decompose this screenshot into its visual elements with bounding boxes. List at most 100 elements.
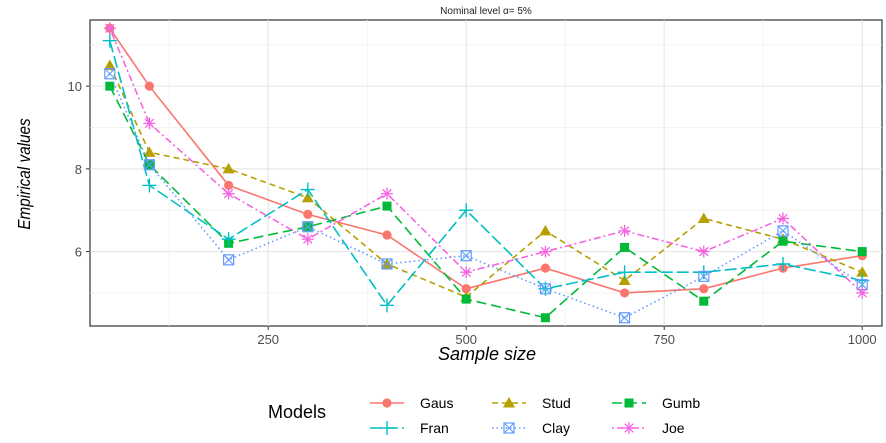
marker-shape: [382, 188, 392, 199]
legend-item-joe: Joe: [612, 420, 685, 436]
legend-item-gumb: Gumb: [612, 395, 700, 411]
y-tick-label: 10: [68, 79, 82, 94]
point-gumb: [382, 201, 392, 211]
point-joe: [381, 187, 393, 200]
marker-shape: [624, 398, 634, 408]
legend-label: Stud: [542, 395, 571, 411]
point-clay: [223, 254, 235, 266]
marker-shape: [698, 270, 710, 282]
legend-label: Gaus: [420, 395, 453, 411]
point-gumb: [857, 247, 867, 257]
x-tick-label: 750: [653, 332, 675, 347]
marker-shape: [105, 81, 115, 91]
legend-items: Gaus Stud Gumb Fran Clay Joe: [370, 395, 700, 436]
legend-label: Joe: [662, 420, 685, 436]
marker-shape: [857, 288, 867, 298]
point-joe: [143, 117, 156, 130]
x-tick-label: 500: [455, 332, 477, 347]
marker-shape: [503, 397, 515, 408]
marker-shape: [382, 398, 392, 408]
marker-shape: [778, 213, 788, 224]
point-joe: [222, 187, 235, 200]
legend-title: Models: [268, 402, 326, 422]
legend-label: Gumb: [662, 395, 700, 411]
marker-shape: [301, 191, 314, 203]
point-joe: [697, 245, 710, 258]
marker-shape: [382, 230, 392, 240]
marker-shape: [222, 162, 235, 174]
marker-shape: [778, 236, 788, 246]
series-layer: [102, 22, 870, 324]
marker-shape: [624, 423, 634, 433]
marker-shape: [460, 250, 472, 262]
point-joe: [301, 233, 314, 246]
point-joe: [460, 266, 473, 279]
series-line-clay: [109, 73, 863, 319]
chart-title: Nominal level α= 5%: [440, 6, 532, 17]
marker-shape: [461, 284, 471, 294]
point-stud: [103, 59, 116, 70]
point-fran: [221, 232, 236, 247]
marker-shape: [223, 254, 235, 266]
marker-shape: [461, 267, 471, 278]
series-joe: [103, 22, 869, 299]
point-gaus: [461, 284, 471, 294]
point-clay: [143, 159, 155, 171]
marker-shape: [699, 296, 709, 306]
point-gaus: [699, 284, 709, 294]
point-clay: [104, 68, 116, 80]
marker-shape: [620, 242, 630, 252]
point-stud: [697, 212, 710, 223]
y-tick-label: 6: [75, 245, 82, 260]
point-stud: [301, 191, 314, 203]
legend-key-marker: [623, 422, 635, 434]
legend-item-clay: Clay: [492, 420, 570, 436]
point-clay: [777, 225, 789, 237]
legend-key-marker: [380, 421, 394, 435]
point-gaus: [540, 263, 551, 273]
point-clay: [539, 283, 552, 295]
point-gaus: [303, 209, 313, 219]
marker-shape: [105, 23, 115, 34]
marker-shape: [223, 254, 234, 266]
point-gumb: [540, 313, 550, 323]
marker-shape: [223, 188, 234, 199]
marker-shape: [224, 180, 234, 191]
point-gaus: [224, 180, 234, 191]
point-gaus: [382, 230, 392, 240]
point-gumb: [699, 296, 709, 306]
marker-shape: [103, 59, 116, 70]
legend-label: Clay: [542, 420, 570, 436]
marker-shape: [540, 246, 551, 257]
marker-shape: [539, 283, 552, 295]
legend: Models Gaus Stud Gumb Fran Clay Joe: [268, 395, 700, 436]
point-clay: [381, 258, 393, 270]
point-clay: [460, 250, 472, 262]
marker-shape: [856, 279, 868, 291]
legend-key-marker: [624, 398, 634, 408]
point-gaus: [620, 288, 630, 298]
point-fran: [380, 298, 394, 313]
point-joe: [618, 224, 631, 237]
point-clay: [302, 221, 314, 233]
point-stud: [143, 146, 156, 157]
marker-shape: [618, 312, 631, 324]
point-joe: [777, 212, 789, 225]
marker-shape: [697, 212, 710, 223]
marker-shape: [302, 221, 314, 233]
marker-shape: [302, 221, 314, 233]
marker-shape: [620, 288, 630, 298]
point-stud: [539, 224, 552, 236]
marker-shape: [303, 209, 313, 219]
marker-shape: [460, 250, 472, 262]
legend-key-marker: [503, 397, 515, 408]
marker-shape: [540, 313, 550, 323]
marker-shape: [143, 159, 155, 171]
marker-shape: [619, 226, 630, 236]
legend-item-stud: Stud: [492, 395, 571, 411]
y-tick-label: 8: [75, 162, 82, 177]
axis-layer: 250 500 750 1000 6 8 10: [68, 79, 877, 347]
marker-shape: [539, 224, 552, 236]
